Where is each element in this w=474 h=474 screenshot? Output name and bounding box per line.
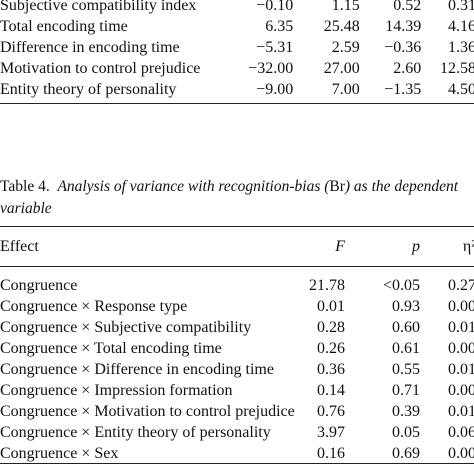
cell-value: −9.00 bbox=[256, 80, 294, 98]
caption-title-part: Analysis of variance with recognition-bi… bbox=[57, 178, 330, 195]
header-f: F bbox=[335, 238, 345, 255]
row-label: Motivation to control prejudice bbox=[0, 59, 201, 77]
cell-value: 7.00 bbox=[331, 80, 360, 98]
table-4-label: Table 4. bbox=[0, 178, 50, 195]
p-cell: 0.55 bbox=[392, 361, 420, 378]
caption-title-part: ) as the dependent bbox=[344, 178, 459, 195]
f-cell: 0.01 bbox=[317, 298, 345, 316]
table-4-caption: Table 4. Analysis of variance with recog… bbox=[0, 176, 474, 220]
header-effect: Effect bbox=[0, 238, 39, 255]
cell-value: 4.50 bbox=[448, 80, 474, 98]
eta-cell: 0.00 bbox=[448, 298, 474, 316]
table-row: Difference in encoding time −5.31 2.59 −… bbox=[0, 37, 474, 58]
effect-cell: Congruence × Impression formation bbox=[0, 381, 233, 399]
cell-value: 2.60 bbox=[393, 59, 422, 77]
p-cell: 0.93 bbox=[392, 298, 420, 316]
table-row: Subjective compatibility index −0.10 1.1… bbox=[0, 0, 474, 16]
cell-value: 1.36 bbox=[448, 38, 474, 56]
cell-value: −32.00 bbox=[248, 59, 294, 77]
table-row: Congruence × Subjective compatibility 0.… bbox=[0, 318, 474, 339]
cell-value: 2.59 bbox=[331, 38, 360, 56]
caption-line-2: variable bbox=[0, 200, 52, 217]
table-row: Congruence × Response type 0.01 0.93 0.0… bbox=[0, 297, 474, 318]
table-3-bottom-rule bbox=[0, 103, 474, 104]
caption-br: Br bbox=[329, 178, 345, 195]
table-row: Congruence × Motivation to control preju… bbox=[0, 401, 474, 422]
table-row: Congruence × Difference in encoding time… bbox=[0, 360, 474, 381]
cell-value: −5.31 bbox=[256, 38, 294, 56]
table-4-header: Effect F p η² bbox=[0, 236, 474, 258]
row-label: Difference in encoding time bbox=[0, 38, 180, 56]
table-row: Entity theory of personality −9.00 7.00 … bbox=[0, 79, 474, 100]
row-label: Total encoding time bbox=[0, 17, 128, 35]
eta-cell: 0.00 bbox=[448, 444, 474, 462]
table-4-bottom-rule bbox=[0, 463, 474, 464]
cell-value: −1.35 bbox=[384, 80, 422, 98]
p-cell: 0.60 bbox=[392, 319, 420, 337]
table-row: Congruence 21.78 <0.05 0.27 bbox=[0, 276, 474, 297]
table-row: Congruence × Entity theory of personalit… bbox=[0, 422, 474, 443]
f-cell: 0.14 bbox=[317, 381, 345, 399]
table-row: Congruence × Sex 0.16 0.69 0.00 bbox=[0, 443, 474, 464]
cell-value: 12.58 bbox=[440, 59, 474, 77]
table-4-body: Congruence 21.78 <0.05 0.27 Congruence ×… bbox=[0, 276, 474, 464]
eta-cell: 0.06 bbox=[448, 423, 474, 441]
cell-value: 1.15 bbox=[331, 0, 360, 14]
table-row: Congruence × Total encoding time 0.26 0.… bbox=[0, 339, 474, 360]
header-row: Effect F p η² bbox=[0, 236, 474, 258]
effect-cell: Congruence × Entity theory of personalit… bbox=[0, 423, 271, 441]
row-label: Entity theory of personality bbox=[0, 80, 177, 98]
p-cell: 0.71 bbox=[392, 381, 420, 399]
table-row: Total encoding time 6.35 25.48 14.39 4.1… bbox=[0, 16, 474, 37]
cell-value: 27.00 bbox=[323, 59, 360, 77]
f-cell: 0.36 bbox=[317, 361, 345, 378]
header-p: p bbox=[412, 238, 420, 255]
cell-value: 25.48 bbox=[323, 17, 360, 35]
effect-cell: Congruence × Sex bbox=[0, 444, 119, 462]
eta-cell: 0.01 bbox=[448, 361, 474, 378]
effect-cell: Congruence × Difference in encoding time bbox=[0, 361, 274, 378]
p-cell: <0.05 bbox=[382, 277, 420, 295]
f-cell: 0.26 bbox=[317, 340, 345, 358]
cell-value: 6.35 bbox=[265, 17, 294, 35]
caption-line-1: Table 4. Analysis of variance with recog… bbox=[0, 176, 474, 198]
table-row: Motivation to control prejudice −32.00 2… bbox=[0, 58, 474, 79]
eta-cell: 0.00 bbox=[448, 340, 474, 358]
header-eta-squared: η² bbox=[462, 238, 474, 255]
eta-cell: 0.01 bbox=[448, 319, 474, 337]
cell-value: 4.16 bbox=[448, 17, 474, 35]
cell-value: −0.36 bbox=[384, 38, 422, 56]
table-row: Congruence × Impression formation 0.14 0… bbox=[0, 380, 474, 401]
effect-cell: Congruence bbox=[0, 277, 78, 295]
p-cell: 0.69 bbox=[392, 444, 420, 462]
effect-cell: Congruence × Response type bbox=[0, 298, 188, 316]
f-cell: 21.78 bbox=[309, 277, 345, 295]
eta-cell: 0.01 bbox=[448, 402, 474, 420]
f-cell: 0.28 bbox=[317, 319, 345, 337]
cell-value: 0.31 bbox=[448, 0, 474, 14]
f-cell: 0.16 bbox=[317, 444, 345, 462]
f-cell: 0.76 bbox=[317, 402, 345, 420]
f-cell: 3.97 bbox=[317, 423, 345, 441]
p-cell: 0.05 bbox=[392, 423, 420, 441]
table-3-continued: Subjective compatibility index −0.10 1.1… bbox=[0, 0, 474, 100]
cell-value: 14.39 bbox=[385, 17, 422, 35]
effect-cell: Congruence × Motivation to control preju… bbox=[0, 402, 295, 420]
p-cell: 0.39 bbox=[392, 402, 420, 420]
cell-value: −0.10 bbox=[256, 0, 294, 14]
table-4-top-rule bbox=[0, 226, 474, 227]
eta-cell: 0.27 bbox=[448, 277, 474, 295]
table-4-header-rule bbox=[0, 266, 474, 267]
eta-cell: 0.00 bbox=[448, 381, 474, 399]
row-label: Subjective compatibility index bbox=[0, 0, 197, 14]
effect-cell: Congruence × Total encoding time bbox=[0, 340, 222, 358]
effect-cell: Congruence × Subjective compatibility bbox=[0, 319, 252, 337]
p-cell: 0.61 bbox=[392, 340, 420, 358]
cell-value: 0.52 bbox=[393, 0, 422, 14]
